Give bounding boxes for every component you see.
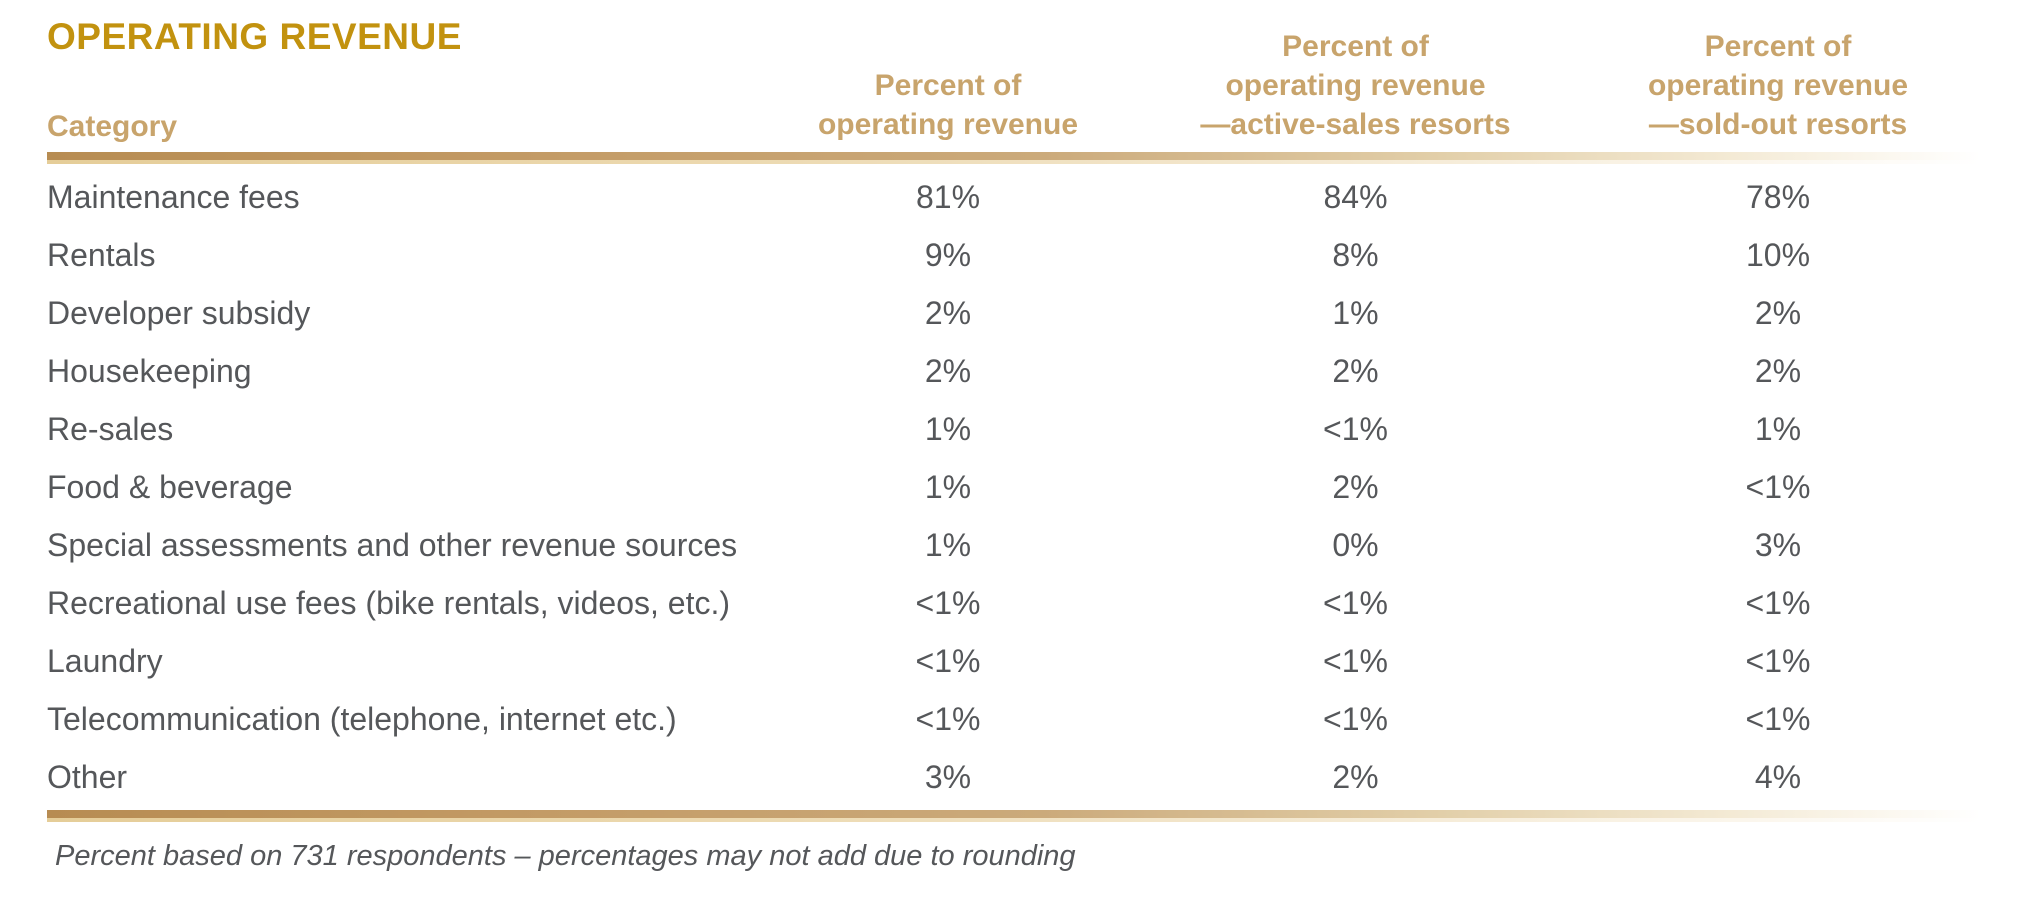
row-category: Food & beverage <box>47 468 293 505</box>
footer-divider-rule <box>47 810 2040 822</box>
table-row: Food & beverage 1% 2% <1% <box>47 458 1993 516</box>
row-value-sold-out: 2% <box>1754 352 1802 389</box>
row-value-active-sales: 2% <box>1332 468 1379 505</box>
row-value-sold-out: <1% <box>1745 584 1811 621</box>
row-value-operating-revenue: <1% <box>915 642 981 679</box>
row-value-operating-revenue: 2% <box>924 352 972 389</box>
row-value-sold-out: 2% <box>1754 294 1802 331</box>
row-value-sold-out: 4% <box>1754 758 1802 795</box>
table-row: Telecommunication (telephone, internet e… <box>47 690 1993 748</box>
row-value-operating-revenue: <1% <box>915 584 981 621</box>
row-category: Developer subsidy <box>47 294 311 331</box>
row-value-active-sales: <1% <box>1323 584 1388 621</box>
row-value-active-sales: 8% <box>1332 236 1379 273</box>
footnote: Percent based on 731 respondents – perce… <box>55 840 1076 872</box>
row-category: Laundry <box>47 642 163 679</box>
table-row: Other 3% 2% 4% <box>47 748 1993 806</box>
table-row: Laundry <1% <1% <1% <box>47 632 1993 690</box>
row-value-sold-out: 3% <box>1754 526 1802 563</box>
column-header-category: Category <box>47 110 178 143</box>
row-category: Housekeeping <box>47 352 252 389</box>
header-divider-rule <box>47 152 2040 164</box>
row-value-active-sales: 84% <box>1323 178 1388 215</box>
row-category: Telecommunication (telephone, internet e… <box>47 700 677 737</box>
row-value-active-sales: 1% <box>1332 294 1379 331</box>
row-value-operating-revenue: 1% <box>924 526 972 563</box>
table-header: OPERATING REVENUE Category Percent of op… <box>47 16 1993 150</box>
row-value-active-sales: <1% <box>1323 700 1388 737</box>
row-value-active-sales: 2% <box>1332 352 1379 389</box>
row-category: Other <box>47 758 128 795</box>
row-value-operating-revenue: 3% <box>924 758 972 795</box>
table-row: Maintenance fees 81% 84% 78% <box>47 168 1993 226</box>
row-value-operating-revenue: 1% <box>924 410 972 447</box>
row-value-sold-out: 10% <box>1745 236 1811 273</box>
row-category: Recreational use fees (bike rentals, vid… <box>47 584 730 621</box>
column-header-percent-operating-revenue: Percent of operating revenue <box>817 69 1079 141</box>
row-value-sold-out: 1% <box>1754 410 1802 447</box>
row-value-sold-out: <1% <box>1745 468 1811 505</box>
row-value-sold-out: <1% <box>1745 700 1811 737</box>
row-value-operating-revenue: 2% <box>924 294 972 331</box>
table-row: Re-sales 1% <1% 1% <box>47 400 1993 458</box>
row-category: Special assessments and other revenue so… <box>47 526 738 563</box>
row-value-active-sales: <1% <box>1323 642 1388 679</box>
column-header-sold-out-resorts: Percent of operating revenue —sold-out r… <box>1647 30 1909 141</box>
row-value-active-sales: 0% <box>1332 526 1379 563</box>
row-value-operating-revenue: 9% <box>924 236 972 273</box>
column-header-active-sales-resorts: Percent of operating revenue —active-sal… <box>1200 30 1511 141</box>
row-value-operating-revenue: 1% <box>924 468 972 505</box>
row-value-active-sales: <1% <box>1323 410 1388 447</box>
table-row: Recreational use fees (bike rentals, vid… <box>47 574 1993 632</box>
page-title: OPERATING REVENUE <box>47 16 462 57</box>
table-body: Maintenance fees 81% 84% 78% Rentals 9% … <box>47 160 1993 806</box>
row-value-operating-revenue: 81% <box>915 178 981 215</box>
table-row: Special assessments and other revenue so… <box>47 516 1993 574</box>
row-category: Maintenance fees <box>47 178 300 215</box>
row-category: Rentals <box>47 236 156 273</box>
table-row: Rentals 9% 8% 10% <box>47 226 1993 284</box>
row-value-sold-out: 78% <box>1745 178 1811 215</box>
row-value-active-sales: 2% <box>1332 758 1379 795</box>
table-row: Housekeeping 2% 2% 2% <box>47 342 1993 400</box>
table-row: Developer subsidy 2% 1% 2% <box>47 284 1993 342</box>
title-and-category-block: OPERATING REVENUE Category <box>47 16 748 150</box>
row-category: Re-sales <box>47 410 174 447</box>
row-value-sold-out: <1% <box>1745 642 1811 679</box>
row-value-operating-revenue: <1% <box>915 700 981 737</box>
